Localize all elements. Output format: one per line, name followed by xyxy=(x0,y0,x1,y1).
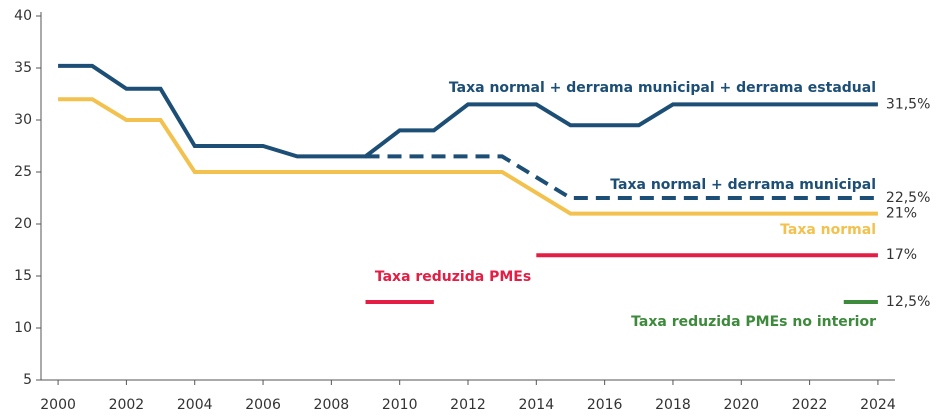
x-tick-label: 2012 xyxy=(450,397,486,413)
x-tick-label: 2000 xyxy=(40,397,76,413)
x-tick-label: 2008 xyxy=(314,397,350,413)
series-line xyxy=(58,63,878,159)
end-label: 17% xyxy=(886,247,917,263)
end-label: 21% xyxy=(886,206,917,222)
x-tick-label: 2018 xyxy=(655,397,691,413)
end-label: 31,5% xyxy=(886,96,930,112)
x-tick-label: 2006 xyxy=(245,397,281,413)
series-label: Taxa reduzida PMEs no interior xyxy=(631,314,876,330)
y-tick-label: 10 xyxy=(14,320,32,336)
series-label: Taxa normal + derrama municipal xyxy=(610,177,876,193)
series-line xyxy=(58,97,878,216)
x-tick-label: 2016 xyxy=(587,397,623,413)
series-label: Taxa reduzida PMEs xyxy=(375,269,531,285)
x-tick-label: 2022 xyxy=(792,397,828,413)
x-tick-label: 2002 xyxy=(109,397,145,413)
x-tick-label: 2024 xyxy=(860,397,896,413)
y-tick-label: 5 xyxy=(23,372,32,388)
end-label: 12,5% xyxy=(886,294,930,310)
end-label: 22,5% xyxy=(886,190,930,206)
series-label: Taxa normal xyxy=(780,222,876,238)
y-tick-label: 20 xyxy=(14,216,32,232)
x-tick-label: 2010 xyxy=(382,397,418,413)
y-tick-label: 25 xyxy=(14,164,32,180)
x-tick-label: 2020 xyxy=(723,397,759,413)
y-tick-label: 30 xyxy=(14,112,32,128)
y-tick-label: 40 xyxy=(14,8,32,24)
y-tick-label: 35 xyxy=(14,60,32,76)
series-label: Taxa normal + derrama municipal + derram… xyxy=(449,80,876,96)
series-line xyxy=(365,154,878,200)
x-tick-label: 2004 xyxy=(177,397,213,413)
x-tick-label: 2014 xyxy=(518,397,554,413)
y-tick-label: 15 xyxy=(14,268,32,284)
